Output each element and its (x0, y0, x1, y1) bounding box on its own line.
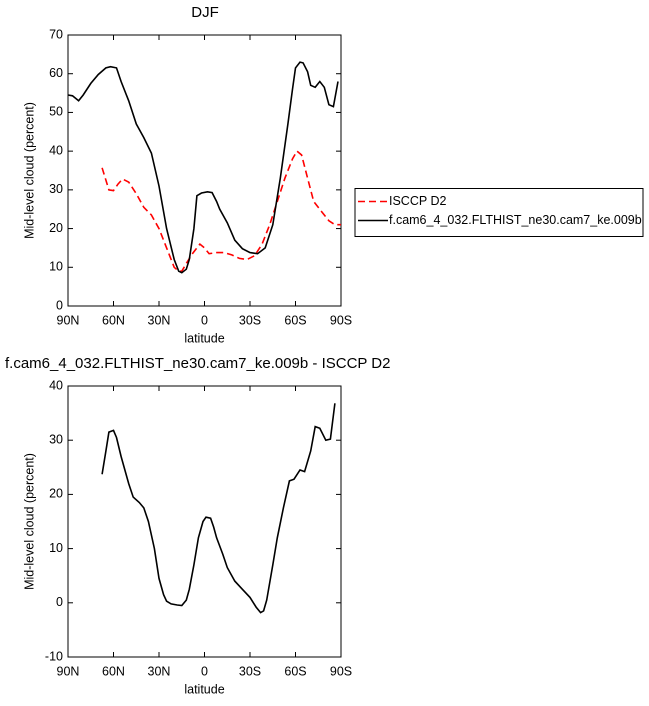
plot-frame (67, 385, 342, 658)
legend-label: ISCCP D2 (389, 194, 446, 208)
legend-box (354, 188, 644, 237)
y-tick-label: 20 (49, 221, 63, 235)
y-tick-label: 60 (49, 66, 63, 80)
y-tick-label: 30 (49, 182, 63, 196)
x-tick-label: 90N (57, 664, 80, 678)
y-tick-label: 0 (56, 595, 63, 609)
x-tick-label: 90S (330, 313, 352, 327)
x-tick-label: 30N (148, 313, 171, 327)
y-tick-label: 30 (49, 432, 63, 446)
plot-frame (67, 34, 342, 307)
chart-title: DJF (191, 4, 219, 21)
x-tick-label: 30S (239, 664, 261, 678)
x-tick-label: 0 (201, 664, 208, 678)
x-tick-label: 60S (284, 313, 306, 327)
x-tick-label: 60S (284, 664, 306, 678)
y-axis-label: Mid-level cloud (percent) (22, 453, 36, 590)
y-tick-label: 70 (49, 27, 63, 41)
x-tick-label: 30N (148, 664, 171, 678)
y-tick-label: 40 (49, 378, 63, 392)
x-axis-label: latitude (184, 331, 224, 345)
legend-label: f.cam6_4_032.FLTHIST_ne30.cam7_ke.009b (389, 213, 642, 227)
x-tick-label: 30S (239, 313, 261, 327)
x-axis-label: latitude (184, 682, 224, 696)
y-tick-label: 50 (49, 105, 63, 119)
x-tick-label: 90N (57, 313, 80, 327)
y-axis-label: Mid-level cloud (percent) (22, 102, 36, 239)
data-line (67, 61, 339, 274)
data-line (101, 149, 341, 272)
y-tick-label: 40 (49, 143, 63, 157)
y-tick-label: 10 (49, 260, 63, 274)
x-tick-label: 60N (102, 664, 125, 678)
y-tick-label: 10 (49, 541, 63, 555)
y-tick-label: -10 (45, 649, 63, 663)
x-tick-label: 90S (330, 664, 352, 678)
x-tick-label: 60N (102, 313, 125, 327)
x-tick-label: 0 (201, 313, 208, 327)
chart-title: f.cam6_4_032.FLTHIST_ne30.cam7_ke.009b -… (5, 355, 390, 372)
data-line (101, 403, 336, 614)
y-tick-label: 0 (56, 298, 63, 312)
y-tick-label: 20 (49, 487, 63, 501)
